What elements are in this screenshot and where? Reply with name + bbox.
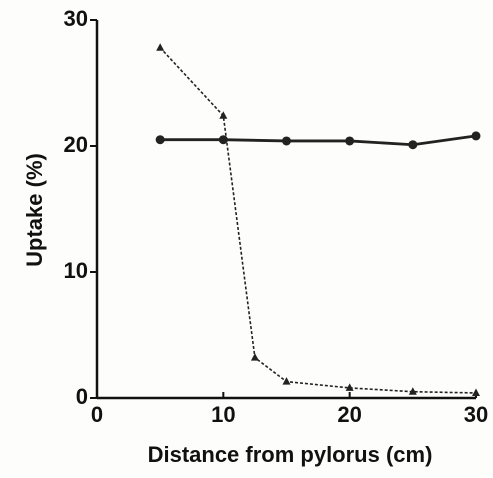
x-tick-label: 0 [91,402,103,427]
point [471,131,481,141]
x-tick-label: 10 [211,402,235,427]
x-axis-label: Distance from pylorus (cm) [148,442,433,467]
point [345,383,354,391]
point [408,387,417,395]
point [282,377,291,385]
point [218,135,228,145]
y-tick-label: 30 [64,6,88,31]
point [282,136,291,146]
point [219,111,228,119]
series-line [160,134,477,147]
x-tick-label: 30 [464,402,488,427]
y-tick-label: 20 [64,132,88,157]
point [472,388,480,396]
point [345,136,355,146]
point [250,353,259,361]
y-axis-label: Uptake (%) [22,153,47,267]
y-tick-label: 0 [76,384,88,409]
point [408,140,418,150]
point [155,135,165,145]
x-tick-label: 20 [337,402,361,427]
y-tick-label: 10 [64,258,88,283]
series-line [159,47,477,394]
point [156,43,165,51]
